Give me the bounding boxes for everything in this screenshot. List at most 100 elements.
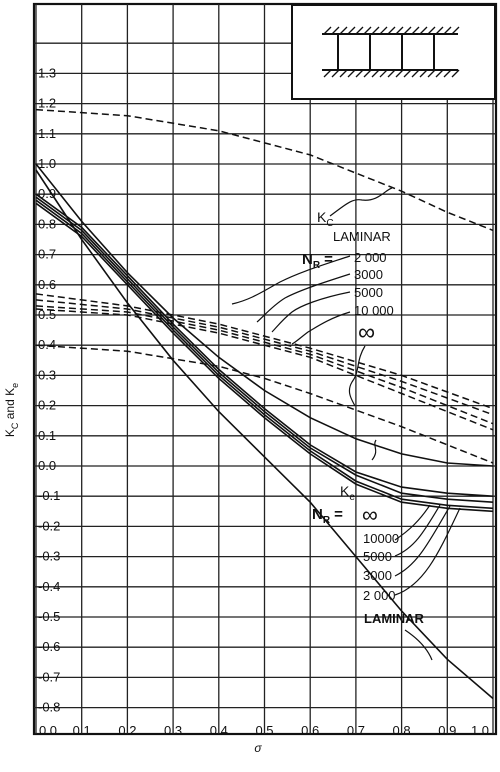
ke-line-laminar bbox=[35, 169, 494, 700]
inset-hatch bbox=[363, 26, 372, 35]
ke-nr-2000: 2 000 bbox=[363, 588, 396, 603]
inset-hatch bbox=[419, 69, 428, 78]
x-tick-label: 0.0 bbox=[39, 723, 57, 738]
inset-hatch bbox=[427, 69, 436, 78]
leader-arrow bbox=[394, 504, 431, 541]
kc-nr-5000: 5000 bbox=[354, 285, 383, 300]
inset-hatch bbox=[323, 26, 332, 35]
inset-hatch bbox=[443, 69, 452, 78]
inset-hatch bbox=[395, 69, 404, 78]
y-tick-label: 0.0 bbox=[38, 458, 56, 473]
kc-line-3000 bbox=[35, 299, 494, 416]
inset-hatch bbox=[339, 26, 348, 35]
leader-arrow bbox=[329, 187, 393, 217]
x-axis-label: σ bbox=[254, 741, 262, 755]
kc-nr-3000: 3000 bbox=[354, 267, 383, 282]
kc-line-2000 bbox=[35, 293, 494, 410]
leader-arrow bbox=[394, 507, 461, 596]
inset-hatch bbox=[339, 69, 348, 78]
x-tick-label: 0.2 bbox=[118, 723, 136, 738]
kc-line-infinity bbox=[35, 344, 494, 464]
leader-arrow bbox=[371, 439, 377, 461]
inset-hatch bbox=[387, 26, 396, 35]
inset-hatch bbox=[419, 26, 428, 35]
x-tick-label: 1.0 bbox=[471, 723, 489, 738]
kc-line-laminar bbox=[35, 108, 494, 232]
x-tick-label: 0.4 bbox=[210, 723, 228, 738]
x-tick-label: 0.9 bbox=[438, 723, 456, 738]
y-tick-label: 0.2 bbox=[38, 398, 56, 413]
y-tick-label: -0.1 bbox=[38, 488, 60, 503]
y-tick-label: 0.3 bbox=[38, 367, 56, 382]
inset-hatch bbox=[435, 69, 444, 78]
y-tick-label: -0.7 bbox=[38, 669, 60, 684]
inset-hatch bbox=[451, 26, 460, 35]
inset-hatch bbox=[347, 69, 356, 78]
inset-hatch bbox=[403, 26, 412, 35]
ke-nr-label: NR = bbox=[312, 506, 343, 526]
inset-hatch bbox=[435, 26, 444, 35]
kc-nr-2000: 2 000 bbox=[354, 250, 387, 265]
x-tick-label: 0.1 bbox=[73, 723, 91, 738]
kc-label: KC bbox=[317, 209, 334, 229]
leader-arrow bbox=[348, 345, 366, 407]
inset-hatch bbox=[411, 69, 420, 78]
leader-arrows bbox=[231, 187, 461, 661]
inset-hatch bbox=[355, 26, 364, 35]
inset-hatch bbox=[379, 69, 388, 78]
y-tick-label: 0.8 bbox=[38, 216, 56, 231]
y-tick-label: 1.1 bbox=[38, 126, 56, 141]
x-tick-label: 0.3 bbox=[164, 723, 182, 738]
y-tick-label: 0.9 bbox=[38, 186, 56, 201]
y-tick-label: -0.8 bbox=[38, 700, 60, 715]
kc-laminar-label: LAMINAR bbox=[333, 229, 391, 244]
inset-hatch bbox=[331, 26, 340, 35]
ke-line-2000 bbox=[35, 202, 494, 513]
y-tick-label: 0.5 bbox=[38, 307, 56, 322]
ke-line-5000 bbox=[35, 196, 494, 503]
x-tick-label: 0.7 bbox=[347, 723, 365, 738]
inset-box bbox=[291, 4, 496, 100]
y-tick-label: -0.6 bbox=[38, 639, 60, 654]
kc-nr-infinity: ∞ bbox=[358, 319, 375, 346]
y-tick-label: 1.2 bbox=[38, 96, 56, 111]
leader-arrow bbox=[271, 291, 351, 333]
kc-nr-10000: 10 000 bbox=[354, 303, 394, 318]
x-tick-label: 0.6 bbox=[301, 723, 319, 738]
inset-hatch bbox=[427, 26, 436, 35]
kc-nr-label: NR = bbox=[302, 251, 333, 271]
ke-laminar-label: LAMINAR bbox=[364, 611, 425, 626]
inset-hatch bbox=[323, 69, 332, 78]
inset-hatch bbox=[371, 69, 380, 78]
inset-hatch bbox=[347, 26, 356, 35]
inset-hatch bbox=[451, 69, 460, 78]
y-tick-label: -0.4 bbox=[38, 579, 60, 594]
ke-nr-5000: 5000 bbox=[363, 549, 392, 564]
y-tick-label: 0.6 bbox=[38, 277, 56, 292]
series-layer bbox=[35, 108, 494, 700]
inset-hatch bbox=[331, 69, 340, 78]
ke-nr-infinity: ∞ bbox=[362, 502, 378, 527]
y-tick-label: 0.7 bbox=[38, 247, 56, 262]
ke-line-infinity bbox=[35, 163, 494, 467]
x-tick-label: 0.5 bbox=[255, 723, 273, 738]
y-tick-label: -0.3 bbox=[38, 549, 60, 564]
y-axis-label: KC and Ke bbox=[3, 383, 20, 437]
y-tick-label: 1.0 bbox=[38, 156, 56, 171]
inset-hatch bbox=[403, 69, 412, 78]
y-tick-label: 0.1 bbox=[38, 428, 56, 443]
y-tick-label: -0.2 bbox=[38, 518, 60, 533]
inset-hatch bbox=[387, 69, 396, 78]
leader-arrow bbox=[404, 629, 433, 661]
y-tick-label: -0.5 bbox=[38, 609, 60, 624]
channel-inset bbox=[291, 4, 496, 100]
inset-hatch bbox=[371, 26, 380, 35]
tick-labels: 1.3 1.2 1.1 1.0 0.9 0.8 0.7 0.6 0.5 0.4 0.3 0.2 0.1 0… bbox=[38, 65, 489, 738]
ke-nr-3000: 3000 bbox=[363, 568, 392, 583]
inset-hatch bbox=[411, 26, 420, 35]
ke-label: Ke bbox=[340, 483, 355, 503]
kc-line-10000 bbox=[35, 308, 494, 431]
inset-hatch bbox=[443, 26, 452, 35]
